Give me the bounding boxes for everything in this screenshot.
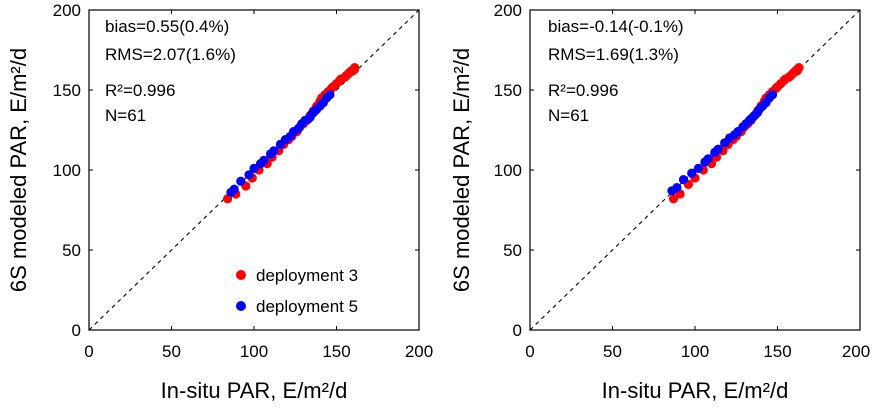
y-tick-label: 50 xyxy=(503,241,522,260)
chart-left: 0 50 100 150 200 0 50 100 150 200 In-sit… xyxy=(6,1,433,403)
y-tick-label: 150 xyxy=(494,81,522,100)
point-deployment-5 xyxy=(229,184,239,194)
point-deployment-5 xyxy=(693,163,703,173)
point-deployment-5 xyxy=(703,154,713,164)
y-tick-label: 50 xyxy=(62,241,81,260)
stat-r2: R²=0.996 xyxy=(548,81,618,100)
chart-right: 0 50 100 150 200 0 50 100 150 200 In-sit… xyxy=(449,1,870,403)
tick-marks xyxy=(529,9,861,331)
point-deployment-5 xyxy=(259,155,269,165)
point-deployment-5 xyxy=(672,183,682,193)
x-tick-label: 150 xyxy=(763,342,791,361)
x-tick-label: 200 xyxy=(842,342,870,361)
scatter-points xyxy=(223,63,360,204)
point-deployment-5 xyxy=(269,146,279,156)
legend-marker-deployment-5 xyxy=(236,301,246,311)
legend-label: deployment 5 xyxy=(256,297,358,316)
x-axis-label: In-situ PAR, E/m²/d xyxy=(161,378,348,403)
x-axis-label: In-situ PAR, E/m²/d xyxy=(602,378,789,403)
point-deployment-5 xyxy=(767,90,778,100)
point-deployment-3 xyxy=(668,194,679,204)
point-deployment-3 xyxy=(794,63,804,73)
stat-rms: RMS=1.69(1.3%) xyxy=(548,45,679,64)
x-tick-label: 50 xyxy=(603,342,622,361)
y-tick-label: 200 xyxy=(494,1,522,20)
point-deployment-5 xyxy=(249,163,259,173)
scatter-points xyxy=(667,63,804,204)
y-tick-label: 200 xyxy=(53,1,81,20)
stat-rms: RMS=2.07(1.6%) xyxy=(105,45,236,64)
point-deployment-5 xyxy=(325,90,335,100)
point-deployment-5 xyxy=(678,175,689,185)
legend-label: deployment 3 xyxy=(256,266,358,285)
stat-bias: bias=-0.14(-0.1%) xyxy=(548,17,684,36)
stat-n: N=61 xyxy=(548,106,589,125)
y-axis-label: 6S modeled PAR, E/m²/d xyxy=(449,48,474,292)
point-deployment-5 xyxy=(687,168,697,178)
x-tick-label: 150 xyxy=(322,342,350,361)
stat-r2: R²=0.996 xyxy=(105,81,175,100)
y-tick-label: 150 xyxy=(53,81,81,100)
tick-marks xyxy=(88,9,420,331)
y-tick-label: 0 xyxy=(72,321,81,340)
point-deployment-5 xyxy=(713,144,723,154)
x-tick-label: 0 xyxy=(84,342,93,361)
point-deployment-5 xyxy=(244,170,254,180)
point-deployment-3 xyxy=(350,63,360,73)
x-tick-label: 0 xyxy=(525,342,534,361)
x-tick-label: 200 xyxy=(405,342,433,361)
x-tick-label: 100 xyxy=(240,342,268,361)
y-tick-label: 0 xyxy=(513,321,522,340)
legend-marker-deployment-3 xyxy=(236,270,246,280)
point-deployment-5 xyxy=(236,176,246,186)
stat-bias: bias=0.55(0.4%) xyxy=(105,17,229,36)
legend: deployment 3 deployment 5 xyxy=(236,266,358,316)
stat-n: N=61 xyxy=(105,106,146,125)
y-tick-label: 100 xyxy=(494,161,522,180)
x-tick-label: 100 xyxy=(681,342,709,361)
y-axis-label: 6S modeled PAR, E/m²/d xyxy=(6,48,31,292)
y-tick-label: 100 xyxy=(53,161,81,180)
x-tick-label: 50 xyxy=(162,342,181,361)
